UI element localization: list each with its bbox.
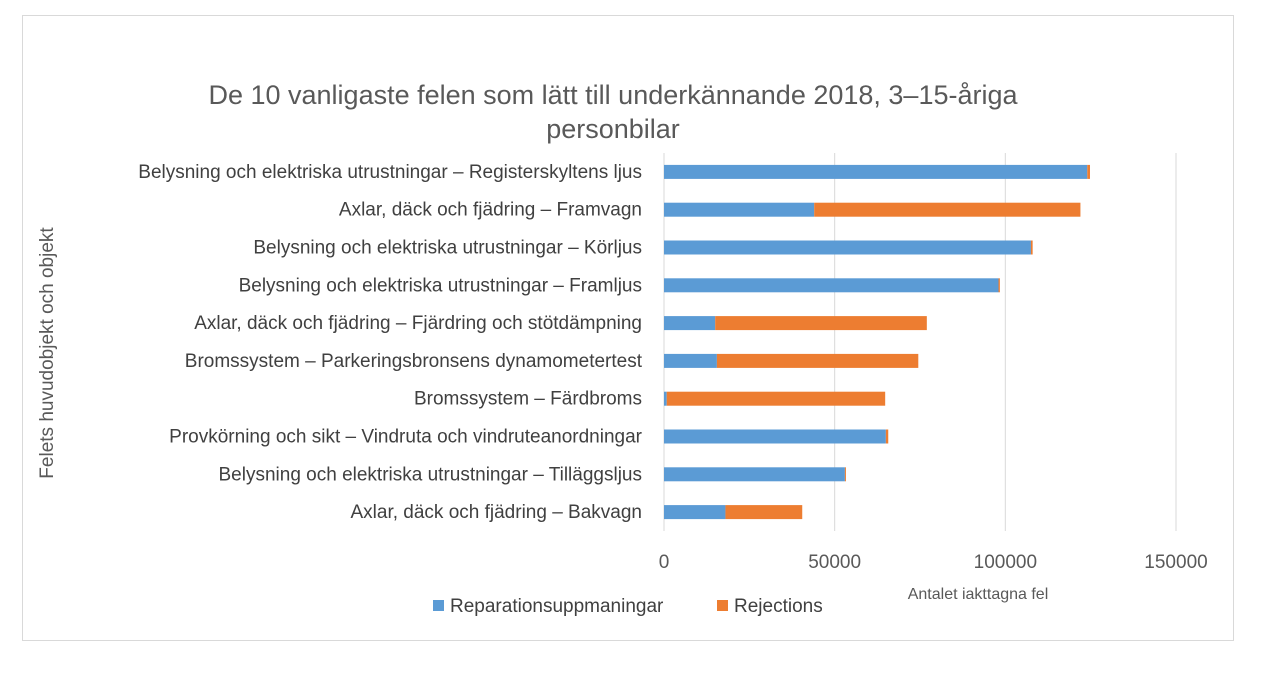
category-label-6: Bromssystem – Färdbroms xyxy=(414,389,642,410)
legend: Reparationsuppmaningar Rejections xyxy=(433,596,823,617)
bar-rejections-5 xyxy=(716,353,919,368)
bar-reparationsuppmaningar-4 xyxy=(664,316,716,331)
legend-label-0: Reparationsuppmaningar xyxy=(450,596,664,617)
bar-reparationsuppmaningar-6 xyxy=(664,391,667,406)
bar-rejections-6 xyxy=(666,391,886,406)
bar-rejections-4 xyxy=(715,316,927,331)
legend-swatch-1 xyxy=(717,600,728,611)
bar-reparationsuppmaningar-5 xyxy=(664,353,717,368)
x-tick-label-3: 150000 xyxy=(1144,552,1207,573)
chart-frame: De 10 vanligaste felen som lätt till und… xyxy=(22,15,1234,641)
bar-rejections-7 xyxy=(885,429,889,444)
legend-swatch-0 xyxy=(433,600,444,611)
y-axis-title: Felets huvudobjekt och objekt xyxy=(37,227,58,479)
bars xyxy=(664,164,1090,520)
category-label-3: Belysning och elektriska utrustningar – … xyxy=(239,275,642,296)
category-label-2: Belysning och elektriska utrustningar – … xyxy=(253,238,642,259)
x-axis-title: Antalet iakttagna fel xyxy=(908,586,1049,603)
bar-reparationsuppmaningar-3 xyxy=(664,278,999,293)
category-label-5: Bromssystem – Parkeringsbronsens dynamom… xyxy=(185,351,643,372)
bar-reparationsuppmaningar-0 xyxy=(664,164,1088,179)
bar-rejections-8 xyxy=(844,467,846,482)
bar-reparationsuppmaningar-2 xyxy=(664,240,1031,255)
chart-title-line-2: personbilar xyxy=(546,114,680,144)
chart-title-line-1: De 10 vanligaste felen som lätt till und… xyxy=(208,80,1018,110)
x-tick-label-1: 50000 xyxy=(808,552,861,573)
bar-rejections-3 xyxy=(998,278,1000,293)
bar-reparationsuppmaningar-8 xyxy=(664,467,845,482)
category-label-9: Axlar, däck och fjädring – Bakvagn xyxy=(350,502,642,523)
bar-rejections-1 xyxy=(814,202,1081,217)
category-labels: Belysning och elektriska utrustningar – … xyxy=(138,162,642,523)
bar-reparationsuppmaningar-1 xyxy=(664,202,815,217)
x-tick-labels: 0 50000 100000 150000 xyxy=(659,552,1208,573)
category-label-8: Belysning och elektriska utrustningar – … xyxy=(219,464,643,485)
category-label-4: Axlar, däck och fjädring – Fjärdring och… xyxy=(194,313,642,334)
bar-reparationsuppmaningar-9 xyxy=(664,505,726,520)
x-tick-label-2: 100000 xyxy=(974,552,1037,573)
legend-label-1: Rejections xyxy=(734,596,823,617)
category-label-7: Provkörning och sikt – Vindruta och vind… xyxy=(169,427,642,448)
bar-rejections-0 xyxy=(1087,164,1090,179)
category-label-0: Belysning och elektriska utrustningar – … xyxy=(138,162,642,183)
chart-svg: De 10 vanligaste felen som lätt till und… xyxy=(37,80,1208,617)
x-tick-label-0: 0 xyxy=(659,552,670,573)
bar-rejections-2 xyxy=(1030,240,1033,255)
bar-reparationsuppmaningar-7 xyxy=(664,429,886,444)
category-label-1: Axlar, däck och fjädring – Framvagn xyxy=(339,200,642,221)
bar-rejections-9 xyxy=(725,505,803,520)
